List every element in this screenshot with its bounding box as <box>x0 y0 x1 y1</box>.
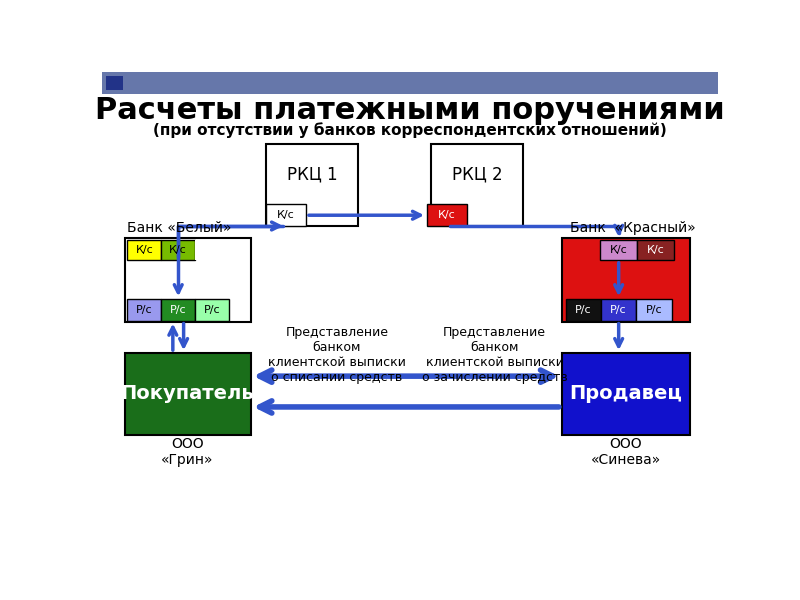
FancyArrowPatch shape <box>450 226 622 233</box>
Bar <box>266 143 358 226</box>
Bar <box>600 240 637 260</box>
Text: Представление
банком
клиентской выписки
о списании средств: Представление банком клиентской выписки … <box>268 326 406 384</box>
Bar <box>125 238 250 322</box>
Text: Р/с: Р/с <box>610 305 627 315</box>
Bar <box>430 143 523 226</box>
Text: РКЦ 2: РКЦ 2 <box>452 166 502 184</box>
Text: ООО
«Грин»: ООО «Грин» <box>162 437 214 467</box>
Bar <box>266 205 306 226</box>
Text: Р/с: Р/с <box>646 305 662 315</box>
Bar <box>562 353 690 436</box>
Bar <box>127 240 162 260</box>
Text: К/с: К/с <box>646 245 665 255</box>
Text: Продавец: Продавец <box>569 385 682 403</box>
Bar <box>601 299 636 321</box>
Bar <box>637 240 674 260</box>
Text: Р/с: Р/с <box>575 305 591 315</box>
Text: Расчеты платежными поручениями: Расчеты платежными поручениями <box>95 96 725 125</box>
Bar <box>427 205 467 226</box>
Text: Покупатель: Покупатель <box>121 385 254 403</box>
FancyArrowPatch shape <box>174 226 283 292</box>
Bar <box>636 299 672 321</box>
Bar <box>125 353 250 436</box>
Text: К/с: К/с <box>438 210 456 220</box>
Bar <box>566 299 601 321</box>
FancyArrowPatch shape <box>178 222 279 257</box>
Text: Банк  «Красный»: Банк «Красный» <box>570 221 696 235</box>
Bar <box>162 240 195 260</box>
Bar <box>106 76 122 90</box>
Text: Представление
банком
клиентской выписки
о зачислении средств: Представление банком клиентской выписки … <box>422 326 567 384</box>
Bar <box>102 72 718 94</box>
Text: ООО
«Синева»: ООО «Синева» <box>590 437 661 467</box>
Text: Р/с: Р/с <box>136 305 153 315</box>
Text: К/с: К/с <box>135 245 154 255</box>
Bar <box>195 299 229 321</box>
Bar <box>195 240 248 260</box>
Bar <box>162 299 195 321</box>
Text: Р/с: Р/с <box>204 305 221 315</box>
Text: (при отсутствии у банков корреспондентских отношений): (при отсутствии у банков корреспондентск… <box>153 122 667 139</box>
Text: К/с: К/с <box>277 210 295 220</box>
Text: К/с: К/с <box>610 245 627 255</box>
Text: Р/с: Р/с <box>170 305 186 315</box>
Bar <box>562 238 690 322</box>
Bar <box>127 299 162 321</box>
Text: Банк «Белый»: Банк «Белый» <box>126 221 231 235</box>
Text: РКЦ 1: РКЦ 1 <box>287 166 338 184</box>
Text: К/с: К/с <box>170 245 187 255</box>
